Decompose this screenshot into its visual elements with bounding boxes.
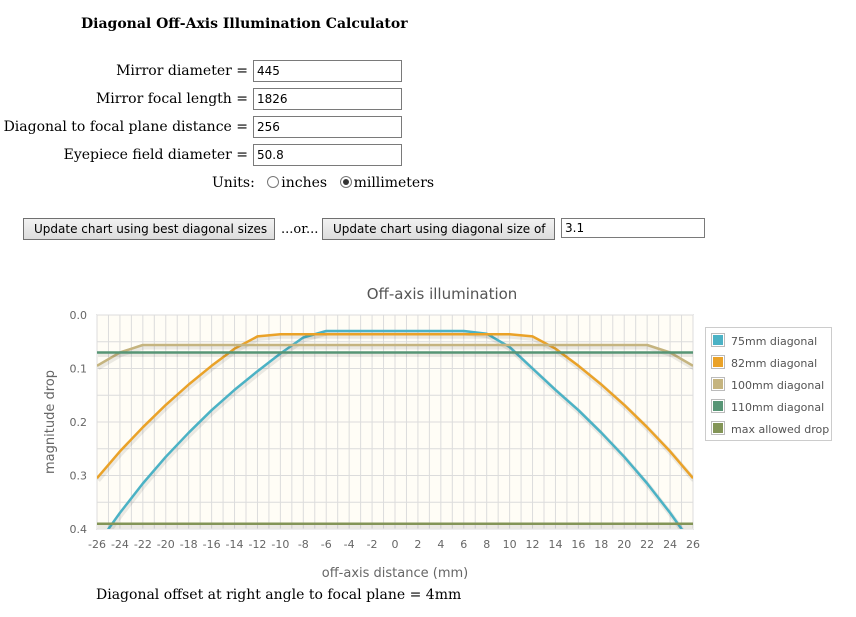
millimeters-option-label[interactable]: millimeters	[353, 175, 435, 191]
y-tick-label: 0.2	[70, 416, 88, 429]
x-tick-label: -2	[367, 538, 378, 551]
chart-title: Off-axis illumination	[367, 285, 518, 303]
legend-label: 82mm diagonal	[731, 357, 818, 370]
x-tick-label: 10	[503, 538, 517, 551]
units-selector: Units: inches millimeters	[212, 175, 434, 191]
or-text: ...or...	[281, 222, 319, 237]
page-title: Diagonal Off-Axis Illumination Calculato…	[81, 16, 408, 32]
x-tick-label: -18	[180, 538, 198, 551]
x-tick-label: 18	[594, 538, 608, 551]
x-tick-label: -22	[134, 538, 152, 551]
diagonal-distance-label: Diagonal to focal plane distance =	[3, 119, 248, 135]
illumination-chart: Off-axis illumination -26 -24 -22 -20 -18 -16…	[43, 285, 700, 581]
x-tick-label: 20	[617, 538, 631, 551]
y-tick-label: 0.1	[70, 363, 88, 376]
legend-swatch	[711, 333, 725, 347]
x-tick-label: -26	[88, 538, 106, 551]
millimeters-radio[interactable]	[339, 176, 352, 188]
legend-label: 100mm diagonal	[731, 379, 825, 392]
y-tick-label: 0.4	[70, 523, 88, 536]
series-line-100mm-diagonal	[97, 343, 693, 367]
inches-option-label[interactable]: inches	[281, 175, 328, 191]
inches-radio[interactable]	[267, 176, 280, 188]
x-tick-labels: -26 -24 -22 -20 -18 -16 -14 -12 -10 -8 -6 -4 -2 0 2 4 6 8…	[88, 538, 700, 551]
mirror-diameter-input[interactable]	[253, 60, 402, 82]
x-tick-label: 16	[571, 538, 585, 551]
series-line-82mm-diagonal	[97, 333, 693, 480]
legend-item-82mm: 82mm diagonal	[711, 355, 818, 370]
legend-label: 110mm diagonal	[731, 401, 825, 414]
update-diagonal-size-button[interactable]: Update chart using diagonal size of	[322, 218, 555, 240]
x-tick-label: 24	[663, 538, 677, 551]
x-tick-label: 26	[686, 538, 700, 551]
x-tick-label: -20	[157, 538, 175, 551]
legend-label: 75mm diagonal	[731, 335, 818, 348]
x-tick-label: -4	[344, 538, 355, 551]
units-label: Units:	[212, 175, 255, 191]
mirror-focal-length-row: Mirror focal length =	[0, 88, 402, 110]
diagonal-distance-row: Diagonal to focal plane distance =	[0, 116, 402, 138]
series-lines	[97, 329, 693, 529]
x-tick-label: 6	[460, 538, 467, 551]
diagonal-size-input[interactable]	[561, 218, 705, 238]
y-axis-label: magnitude drop	[43, 370, 58, 474]
legend-swatch	[711, 421, 725, 435]
legend-swatch	[711, 355, 725, 369]
series-line-75mm-diagonal	[106, 329, 684, 529]
eyepiece-field-label: Eyepiece field diameter =	[63, 147, 248, 163]
x-tick-label: 12	[526, 538, 540, 551]
update-best-sizes-button[interactable]: Update chart using best diagonal sizes	[23, 218, 275, 240]
x-tick-label: 0	[392, 538, 399, 551]
legend-swatch	[711, 377, 725, 391]
x-tick-label: -10	[271, 538, 289, 551]
legend-item-110mm: 110mm diagonal	[711, 399, 825, 414]
y-tick-label: 0.3	[70, 470, 88, 483]
mirror-diameter-row: Mirror diameter =	[0, 60, 402, 82]
x-tick-label: 4	[437, 538, 444, 551]
eyepiece-field-input[interactable]	[253, 144, 402, 166]
y-tick-labels: 0.0 0.1 0.2 0.3 0.4	[70, 309, 88, 536]
x-axis-label: off-axis distance (mm)	[322, 566, 468, 581]
y-tick-label: 0.0	[70, 309, 88, 322]
x-tick-label: 2	[414, 538, 421, 551]
x-tick-label: -24	[111, 538, 129, 551]
x-tick-label: -14	[226, 538, 244, 551]
mirror-diameter-label: Mirror diameter =	[116, 63, 248, 79]
series-shadow-100mm-diagonal	[97, 344, 693, 370]
eyepiece-field-row: Eyepiece field diameter =	[0, 144, 402, 166]
x-tick-label: 22	[640, 538, 654, 551]
x-tick-label: -8	[298, 538, 309, 551]
x-tick-label: -12	[248, 538, 266, 551]
x-tick-label: 14	[548, 538, 562, 551]
legend-item-max-drop: max allowed drop	[711, 421, 830, 436]
x-tick-label: -6	[321, 538, 332, 551]
mirror-focal-length-label: Mirror focal length =	[95, 91, 248, 107]
mirror-focal-length-input[interactable]	[253, 88, 402, 110]
legend-label: max allowed drop	[731, 423, 830, 436]
diagonal-offset-note: Diagonal offset at right angle to focal …	[96, 587, 462, 603]
x-tick-label: 8	[483, 538, 490, 551]
legend-item-100mm: 100mm diagonal	[711, 377, 825, 392]
legend-swatch	[711, 399, 725, 413]
chart-legend: 75mm diagonal 82mm diagonal 100mm diagon…	[705, 327, 832, 441]
legend-item-75mm: 75mm diagonal	[711, 333, 818, 348]
diagonal-distance-input[interactable]	[253, 116, 402, 138]
x-tick-label: -16	[203, 538, 221, 551]
